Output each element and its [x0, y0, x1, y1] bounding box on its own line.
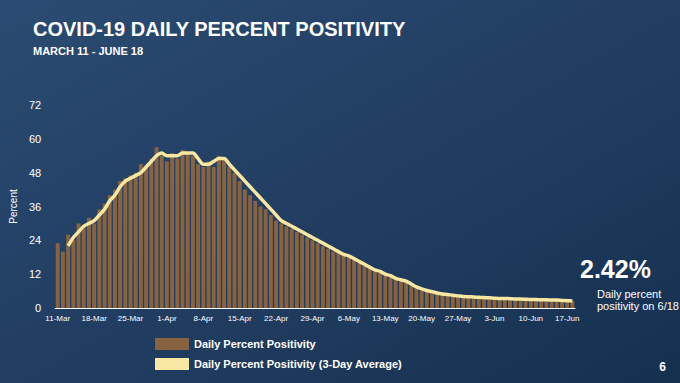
- svg-text:MARCH 11 - JUNE 18: MARCH 11 - JUNE 18: [33, 45, 143, 57]
- svg-text:25-Mar: 25-Mar: [118, 314, 144, 323]
- svg-text:72: 72: [29, 99, 41, 111]
- svg-text:10-Jun: 10-Jun: [519, 314, 543, 323]
- svg-text:6-May: 6-May: [338, 314, 360, 323]
- svg-text:Daily Percent Positivity (3-Da: Daily Percent Positivity (3-Day Average): [194, 358, 402, 370]
- svg-text:Percent: Percent: [8, 189, 19, 224]
- svg-text:27-May: 27-May: [445, 314, 472, 323]
- svg-text:COVID-19 DAILY PERCENT POSITIV: COVID-19 DAILY PERCENT POSITIVITY: [33, 18, 406, 40]
- svg-text:17-Jun: 17-Jun: [555, 314, 579, 323]
- svg-text:13-May: 13-May: [372, 314, 399, 323]
- svg-text:Daily Percent Positivity: Daily Percent Positivity: [194, 338, 317, 350]
- svg-text:29-Apr: 29-Apr: [300, 314, 324, 323]
- svg-text:22-Apr: 22-Apr: [264, 314, 288, 323]
- svg-text:48: 48: [29, 167, 41, 179]
- svg-text:0: 0: [35, 302, 41, 314]
- svg-text:24: 24: [29, 234, 41, 246]
- svg-text:8-Apr: 8-Apr: [194, 314, 214, 323]
- svg-text:positivity on 6/18: positivity on 6/18: [597, 300, 679, 312]
- svg-text:36: 36: [29, 201, 41, 213]
- svg-text:Daily percent: Daily percent: [597, 288, 664, 300]
- svg-text:6: 6: [659, 360, 666, 374]
- svg-text:1-Apr: 1-Apr: [157, 314, 177, 323]
- svg-text:3-Jun: 3-Jun: [484, 314, 504, 323]
- svg-text:18-Mar: 18-Mar: [81, 314, 107, 323]
- svg-text:12: 12: [29, 268, 41, 280]
- svg-text:11-Mar: 11-Mar: [45, 314, 70, 323]
- svg-text:2.42%: 2.42%: [580, 255, 651, 283]
- svg-text:20-May: 20-May: [408, 314, 435, 323]
- svg-text:15-Apr: 15-Apr: [228, 314, 252, 323]
- svg-text:60: 60: [29, 133, 41, 145]
